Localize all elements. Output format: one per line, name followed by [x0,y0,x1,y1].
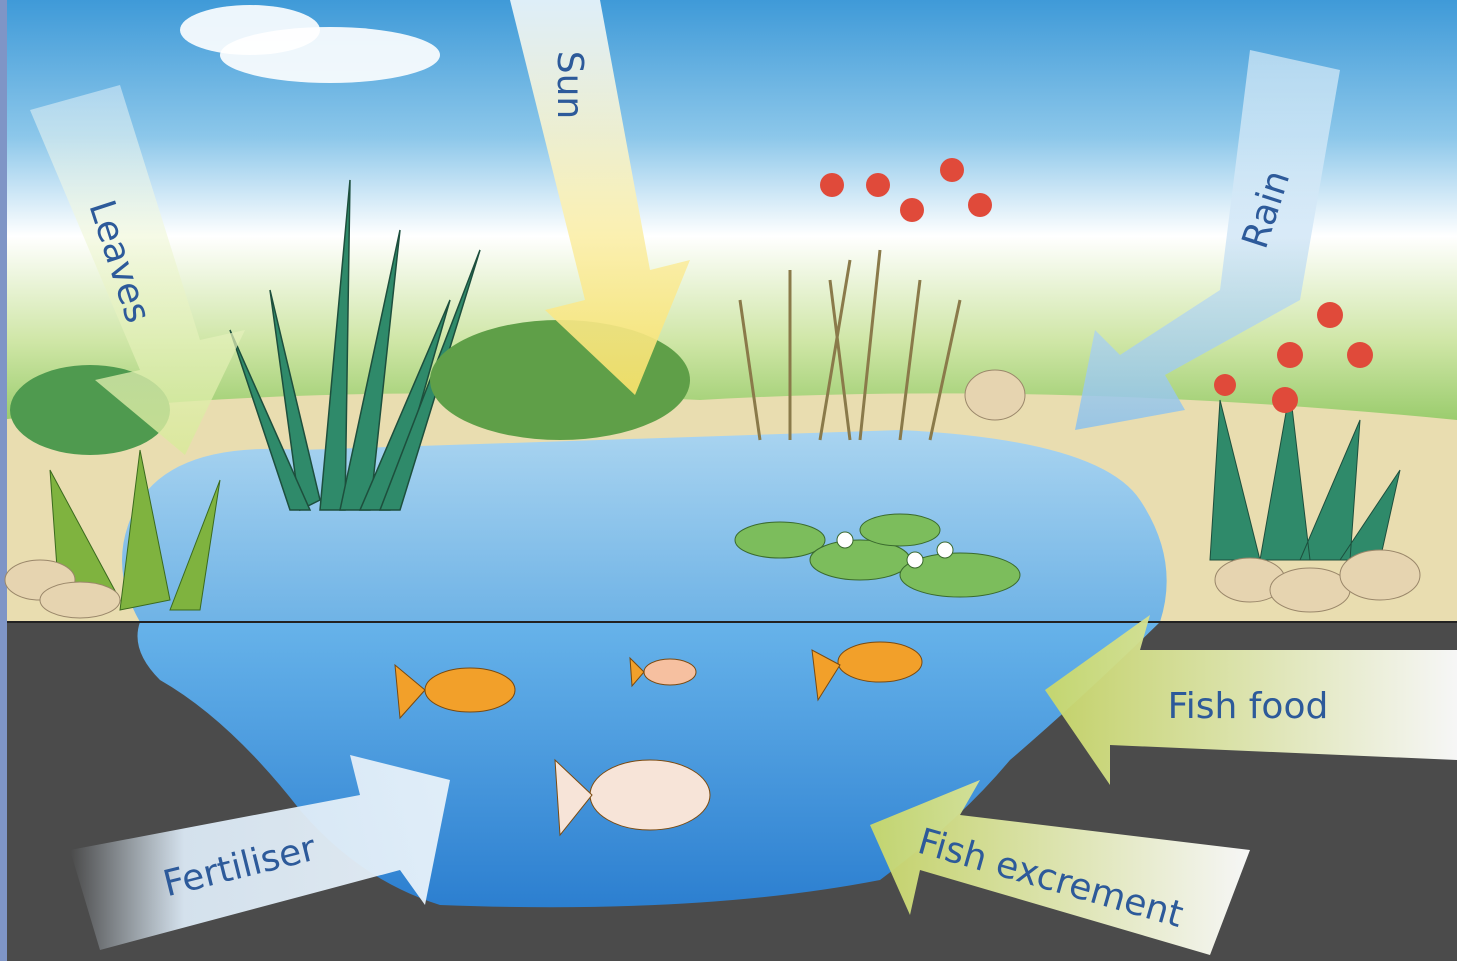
edge-strip [0,0,7,961]
arrow-leaves [30,85,245,455]
label-fish-food: Fish food [1168,686,1329,727]
label-sun: Sun [549,51,590,119]
arrow-fish-excrement [870,780,1250,955]
iris-center [820,158,992,222]
reeds-center [738,249,962,441]
lily-pads [734,513,1021,598]
arrow-fertiliser [70,755,450,950]
stones [4,369,1421,619]
arrow-fish-food [1045,615,1457,785]
cloud [180,5,320,55]
fish [394,641,923,837]
arrow-rain [1075,50,1340,430]
iris-right [1209,302,1401,561]
arrow-sun [510,0,690,395]
